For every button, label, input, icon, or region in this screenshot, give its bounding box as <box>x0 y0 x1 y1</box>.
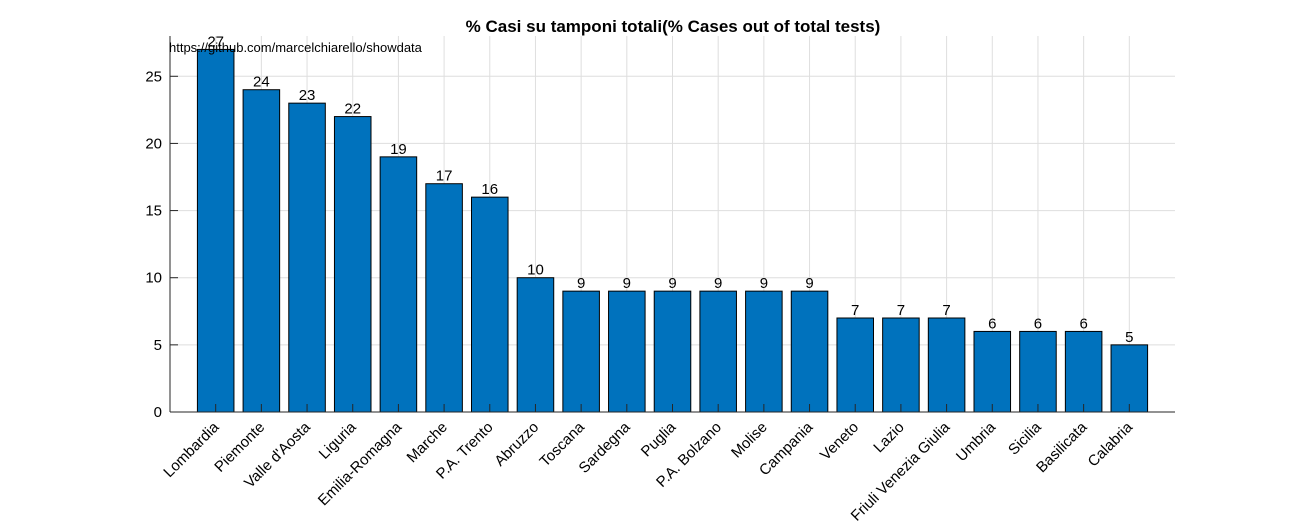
x-tick-label: Puglia <box>638 418 680 460</box>
x-tick-label: Lazio <box>870 419 907 456</box>
data-label: 6 <box>988 315 996 332</box>
axes <box>169 36 1175 413</box>
x-tick-label: Molise <box>728 419 771 462</box>
data-label: 7 <box>897 302 905 319</box>
data-label: 9 <box>623 275 631 292</box>
x-tick-label: Basilicata <box>1033 418 1091 476</box>
data-label: 9 <box>805 275 813 292</box>
chart-title: % Casi su tamponi totali(% Cases out of … <box>466 17 881 36</box>
bar <box>1064 330 1103 413</box>
data-label: 7 <box>851 302 859 319</box>
y-tick-label: 15 <box>145 203 162 220</box>
x-tick-label: Sardegna <box>576 418 634 476</box>
data-label: 6 <box>1079 315 1087 332</box>
y-tick-label: 10 <box>145 270 162 287</box>
data-label: 10 <box>527 262 544 279</box>
x-tick-label: Calabria <box>1085 418 1137 470</box>
y-tick-label: 5 <box>154 337 162 354</box>
data-label: 6 <box>1034 315 1042 332</box>
bar <box>699 290 737 413</box>
bar <box>288 102 326 413</box>
data-label: 24 <box>253 74 270 91</box>
x-tick-label: Umbria <box>953 418 1000 465</box>
data-label: 23 <box>299 87 316 104</box>
data-label: 9 <box>760 275 768 292</box>
data-label: 9 <box>714 275 722 292</box>
x-tick-label: Veneto <box>817 419 862 464</box>
bar <box>333 116 372 413</box>
bar <box>927 317 966 413</box>
x-tick-label: Sicilia <box>1005 418 1045 458</box>
bar <box>745 290 783 413</box>
bar <box>653 290 692 413</box>
bar <box>608 290 646 413</box>
data-label: 17 <box>436 168 453 185</box>
bar <box>425 183 463 413</box>
data-label: 27 <box>207 33 224 50</box>
y-tick-label: 25 <box>145 68 162 85</box>
bar <box>471 196 509 413</box>
data-label: 9 <box>577 275 585 292</box>
data-label: 22 <box>344 101 361 118</box>
bar <box>882 317 920 413</box>
x-tick-label: Emilia-Romagna <box>315 418 406 509</box>
bar <box>790 290 829 413</box>
x-tick-label: Lombardia <box>160 418 223 481</box>
bar <box>1019 330 1057 413</box>
bar <box>836 317 874 413</box>
bar <box>196 48 235 413</box>
data-label: 16 <box>481 181 498 198</box>
bar <box>516 277 555 413</box>
x-tick-label: Abruzzo <box>491 419 542 470</box>
y-tick-label: 0 <box>154 404 162 421</box>
data-label: 5 <box>1125 329 1133 346</box>
bar <box>242 89 281 413</box>
source-annotation: https://github.com/marcelchiarello/showd… <box>169 40 423 55</box>
data-label: 19 <box>390 141 407 158</box>
data-label: 9 <box>668 275 676 292</box>
bar <box>379 156 418 413</box>
bars <box>196 48 1149 413</box>
bar <box>973 330 1012 413</box>
data-label: 7 <box>942 302 950 319</box>
bar <box>1110 344 1149 413</box>
x-tick-label: Liguria <box>316 418 360 462</box>
y-tick-label: 20 <box>145 135 162 152</box>
bar <box>562 290 600 413</box>
